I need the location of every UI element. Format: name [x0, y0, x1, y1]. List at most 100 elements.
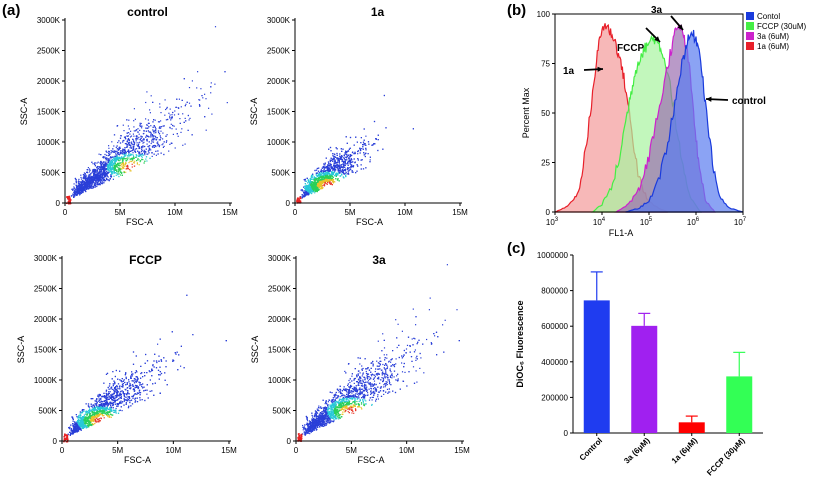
scatter-point — [345, 171, 347, 173]
scatter-point — [307, 191, 309, 193]
scatter-point — [117, 163, 119, 165]
scatter-point — [157, 121, 160, 123]
scatter-point — [76, 191, 78, 193]
scatter-point — [74, 194, 76, 197]
scatter-point — [132, 158, 134, 160]
scatter-point — [86, 180, 88, 182]
scatter-point — [103, 177, 105, 179]
scatter-point — [135, 156, 137, 158]
scatter-point — [128, 132, 130, 134]
scatter-point — [77, 192, 79, 194]
scatter-point — [130, 150, 132, 152]
scatter-point — [360, 164, 362, 166]
scatter-point — [343, 158, 345, 160]
scatter-point — [113, 172, 116, 174]
scatter-point — [181, 99, 183, 101]
scatter-point — [98, 179, 101, 181]
scatter-point — [351, 159, 353, 161]
scatter-point — [102, 174, 104, 176]
scatter-point — [90, 180, 92, 182]
scatter-point — [159, 103, 161, 105]
scatter-point — [140, 137, 142, 139]
scatter-point — [90, 186, 92, 188]
scatter-point — [94, 170, 96, 172]
scatter-point — [79, 190, 81, 192]
scatter-point — [317, 170, 320, 172]
scatter-point — [110, 152, 112, 154]
scatter-point — [101, 165, 103, 167]
scatter-point — [114, 165, 116, 168]
scatter-point — [101, 172, 103, 174]
scatter-point — [134, 118, 136, 120]
scatter-point — [351, 161, 353, 163]
scatter-point — [364, 143, 366, 145]
scatter-point — [100, 179, 102, 181]
scatter-point — [174, 110, 176, 112]
scatter-point — [158, 146, 160, 148]
scatter-point — [337, 168, 339, 170]
scatter-point — [69, 197, 71, 200]
scatter-point — [344, 160, 346, 162]
scatter-point — [125, 154, 127, 156]
scatter-point — [151, 155, 153, 157]
scatter-point — [103, 180, 106, 182]
scatter-point — [313, 181, 315, 183]
scatter-point — [345, 175, 347, 178]
scatter-point — [92, 187, 94, 189]
scatter-point — [107, 396, 109, 398]
scatter-point — [100, 164, 102, 167]
scatter-point — [170, 142, 172, 144]
scatter-point — [360, 159, 362, 161]
scatter-point — [375, 138, 377, 140]
scatter-point — [118, 148, 120, 150]
scatter-point — [328, 180, 330, 182]
scatter-point — [127, 139, 129, 141]
scatter-point — [351, 154, 353, 156]
scatter-point — [352, 171, 354, 173]
scatter-point — [103, 173, 105, 176]
scatter-point — [145, 156, 148, 158]
scatter-point — [119, 158, 121, 160]
scatter-point — [309, 184, 311, 186]
scatter-point — [126, 167, 128, 170]
scatter-point — [88, 177, 90, 179]
y-tick-label: 1500K — [267, 108, 291, 117]
scatter-point — [323, 176, 325, 178]
scatter-point — [344, 153, 346, 155]
scatter-point — [121, 152, 123, 154]
scatter-point — [68, 196, 70, 199]
scatter-point — [94, 402, 96, 405]
scatter-point — [141, 154, 143, 156]
scatter-point — [124, 388, 126, 390]
scatter-point — [152, 141, 155, 143]
scatter-point — [118, 168, 120, 170]
scatter-point — [190, 105, 192, 107]
scatter-point — [360, 168, 362, 170]
scatter-point — [325, 178, 327, 180]
scatter-point — [321, 177, 323, 179]
scatter-point — [103, 172, 105, 174]
scatter-point — [346, 159, 348, 161]
scatter-point — [362, 146, 364, 148]
scatter-point — [367, 153, 369, 155]
y-tick-label: 3000K — [267, 16, 291, 25]
scatter-point — [93, 169, 95, 171]
scatter-point — [113, 163, 115, 165]
scatter-point — [132, 144, 134, 146]
scatter-point — [301, 190, 303, 192]
scatter-point — [314, 169, 316, 172]
scatter-point — [73, 196, 75, 198]
scatter-point — [306, 188, 308, 190]
scatter-point — [104, 166, 106, 168]
scatter-point — [331, 177, 333, 179]
scatter-point — [353, 153, 355, 155]
scatter-point — [118, 140, 120, 142]
scatter-point — [138, 155, 140, 157]
scatter-point — [327, 177, 329, 179]
scatter-point — [92, 178, 95, 180]
scatter-point — [309, 181, 311, 183]
scatter-point — [117, 162, 119, 164]
scatter-point — [333, 156, 335, 158]
scatter-point — [123, 136, 126, 138]
scatter-point — [105, 165, 107, 167]
